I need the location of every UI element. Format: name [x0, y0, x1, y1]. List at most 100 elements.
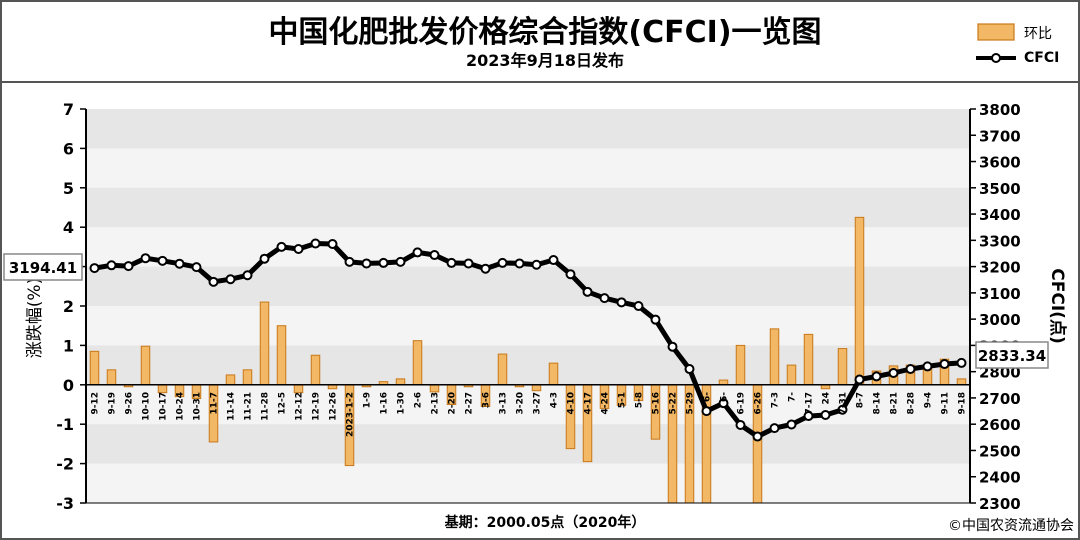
cfci-point-8-28: [905, 364, 916, 375]
cfci-point-9-4: [922, 361, 933, 372]
x-tick-label: 6-26: [754, 392, 764, 415]
x-tick-label: 3-27: [533, 392, 543, 415]
x-tick-label: 12-5: [278, 392, 288, 415]
bar-12-19: [310, 354, 321, 386]
bar-8-7: [854, 216, 865, 386]
cfci-line: [94, 241, 962, 439]
bar-11-21: [242, 369, 253, 386]
cfci-point-4-24: [599, 293, 610, 304]
x-tick-label: 8-21: [890, 392, 900, 415]
cfci-point-2023-1-2: [344, 256, 355, 267]
x-tick-label: 5-1: [618, 392, 628, 408]
cfci-point-4-17: [582, 286, 593, 297]
cfci-point-1-16: [378, 257, 389, 268]
y-left-tick-label: 7: [63, 100, 74, 119]
cfci-point-7-10: [786, 419, 797, 430]
bar-7-3: [769, 328, 780, 386]
cfci-point-8-7: [854, 374, 865, 385]
y-right-tick-label: 3000: [979, 311, 1021, 329]
x-tick-label: 4-3: [550, 392, 560, 408]
grid-band: [86, 463, 970, 503]
y-right-tick-label: 3700: [979, 127, 1021, 145]
legend-line-label: CFCI: [1024, 50, 1059, 66]
legend-bar-swatch: [977, 23, 1015, 41]
cfci-point-10-31: [191, 262, 202, 273]
x-tick-label: 4-10: [567, 392, 577, 415]
cfci-point-1-9: [361, 258, 372, 269]
x-tick-label: 11-21: [244, 392, 254, 421]
x-tick-label: 7-3: [771, 392, 781, 408]
bar-11-14: [225, 374, 236, 386]
y-right-tick-label: 2600: [979, 416, 1021, 434]
x-tick-label: 1-9: [363, 392, 373, 408]
cfci-point-12-5: [276, 241, 287, 252]
grid-band: [86, 306, 970, 346]
cfci-point-2-6: [412, 247, 423, 258]
bar-10-17: [157, 384, 168, 394]
bar-3-13: [497, 353, 508, 386]
x-tick-label: 9-26: [125, 392, 135, 415]
x-tick-label: 5-8: [635, 392, 645, 408]
x-tick-label: 6-: [703, 392, 713, 402]
bar-4-3: [548, 362, 559, 386]
bar-3-27: [531, 384, 542, 392]
cfci-point-11-14: [225, 274, 236, 285]
cfci-point-2-13: [429, 250, 440, 261]
bar-7-17: [803, 333, 814, 386]
x-tick-label: 5-29: [686, 392, 696, 415]
x-tick-label: 7-: [788, 392, 798, 402]
x-tick-label: 5-22: [669, 392, 679, 415]
bar-9-12: [89, 350, 100, 386]
x-tick-label: 12-26: [329, 392, 339, 421]
end-value-box: [975, 341, 1049, 369]
cfci-point-6-12: [718, 398, 729, 409]
legend: 环比 CFCI: [976, 23, 1059, 66]
cfci-point-9-12: [89, 263, 100, 274]
cfci-point-6-19: [735, 419, 746, 430]
bar-7-31: [837, 348, 848, 386]
y-right-tick-label: 2300: [979, 495, 1021, 513]
cfci-point-12-19: [310, 238, 321, 249]
y-left-tick-label: 5: [63, 179, 74, 198]
x-tick-label: 1-16: [380, 392, 390, 415]
x-tick-label: 8-14: [873, 392, 883, 415]
end-value-callout: 2833.34: [975, 341, 1049, 369]
cfci-point-5-22: [667, 341, 678, 352]
cfci-point-4-3: [548, 255, 559, 266]
cfci-point-3-6: [480, 263, 491, 274]
x-tick-label: 8-7: [856, 392, 866, 408]
y-left-tick-label: -3: [56, 494, 74, 513]
cfci-point-11-28: [259, 253, 270, 264]
cfci-point-7-3: [769, 423, 780, 434]
y-axis-right-label: CFCI(点): [1047, 268, 1068, 343]
x-tick-label: 9-19: [108, 392, 118, 415]
cfci-point-9-11: [939, 359, 950, 370]
x-tick-label: 9-12: [91, 392, 101, 415]
legend-bar-label: 环比: [1024, 26, 1052, 42]
cfci-point-5-1: [616, 297, 627, 308]
bar-9-19: [106, 369, 117, 386]
cfci-point-10-17: [157, 255, 168, 266]
start-value-label: 3194.41: [9, 259, 77, 277]
bar-1-30: [395, 378, 406, 386]
grid-band: [86, 227, 970, 267]
x-tick-label: 3-13: [499, 392, 509, 415]
x-tick-label: 6-: [720, 392, 730, 402]
y-left-tick-label: 4: [63, 218, 74, 237]
cfci-point-8-21: [888, 367, 899, 378]
y-right-tick-label: 3100: [979, 285, 1021, 303]
x-tick-label: 8-28: [907, 392, 917, 415]
x-tick-label: 2-13: [431, 392, 441, 415]
x-tick-label: 1-30: [397, 392, 407, 415]
x-tick-label: 12-12: [295, 392, 305, 421]
cfci-point-5-8: [633, 301, 644, 311]
bar-11-28: [259, 301, 270, 386]
y-left-tick-label: -2: [56, 455, 74, 474]
cfci-point-9-26: [123, 261, 134, 272]
end-value-label: 2833.34: [978, 347, 1046, 365]
start-value-box: [3, 253, 83, 281]
y-right-tick-label: 3500: [979, 180, 1021, 198]
x-tick-label: 24: [822, 392, 832, 405]
cfci-point-7-17: [803, 411, 814, 422]
